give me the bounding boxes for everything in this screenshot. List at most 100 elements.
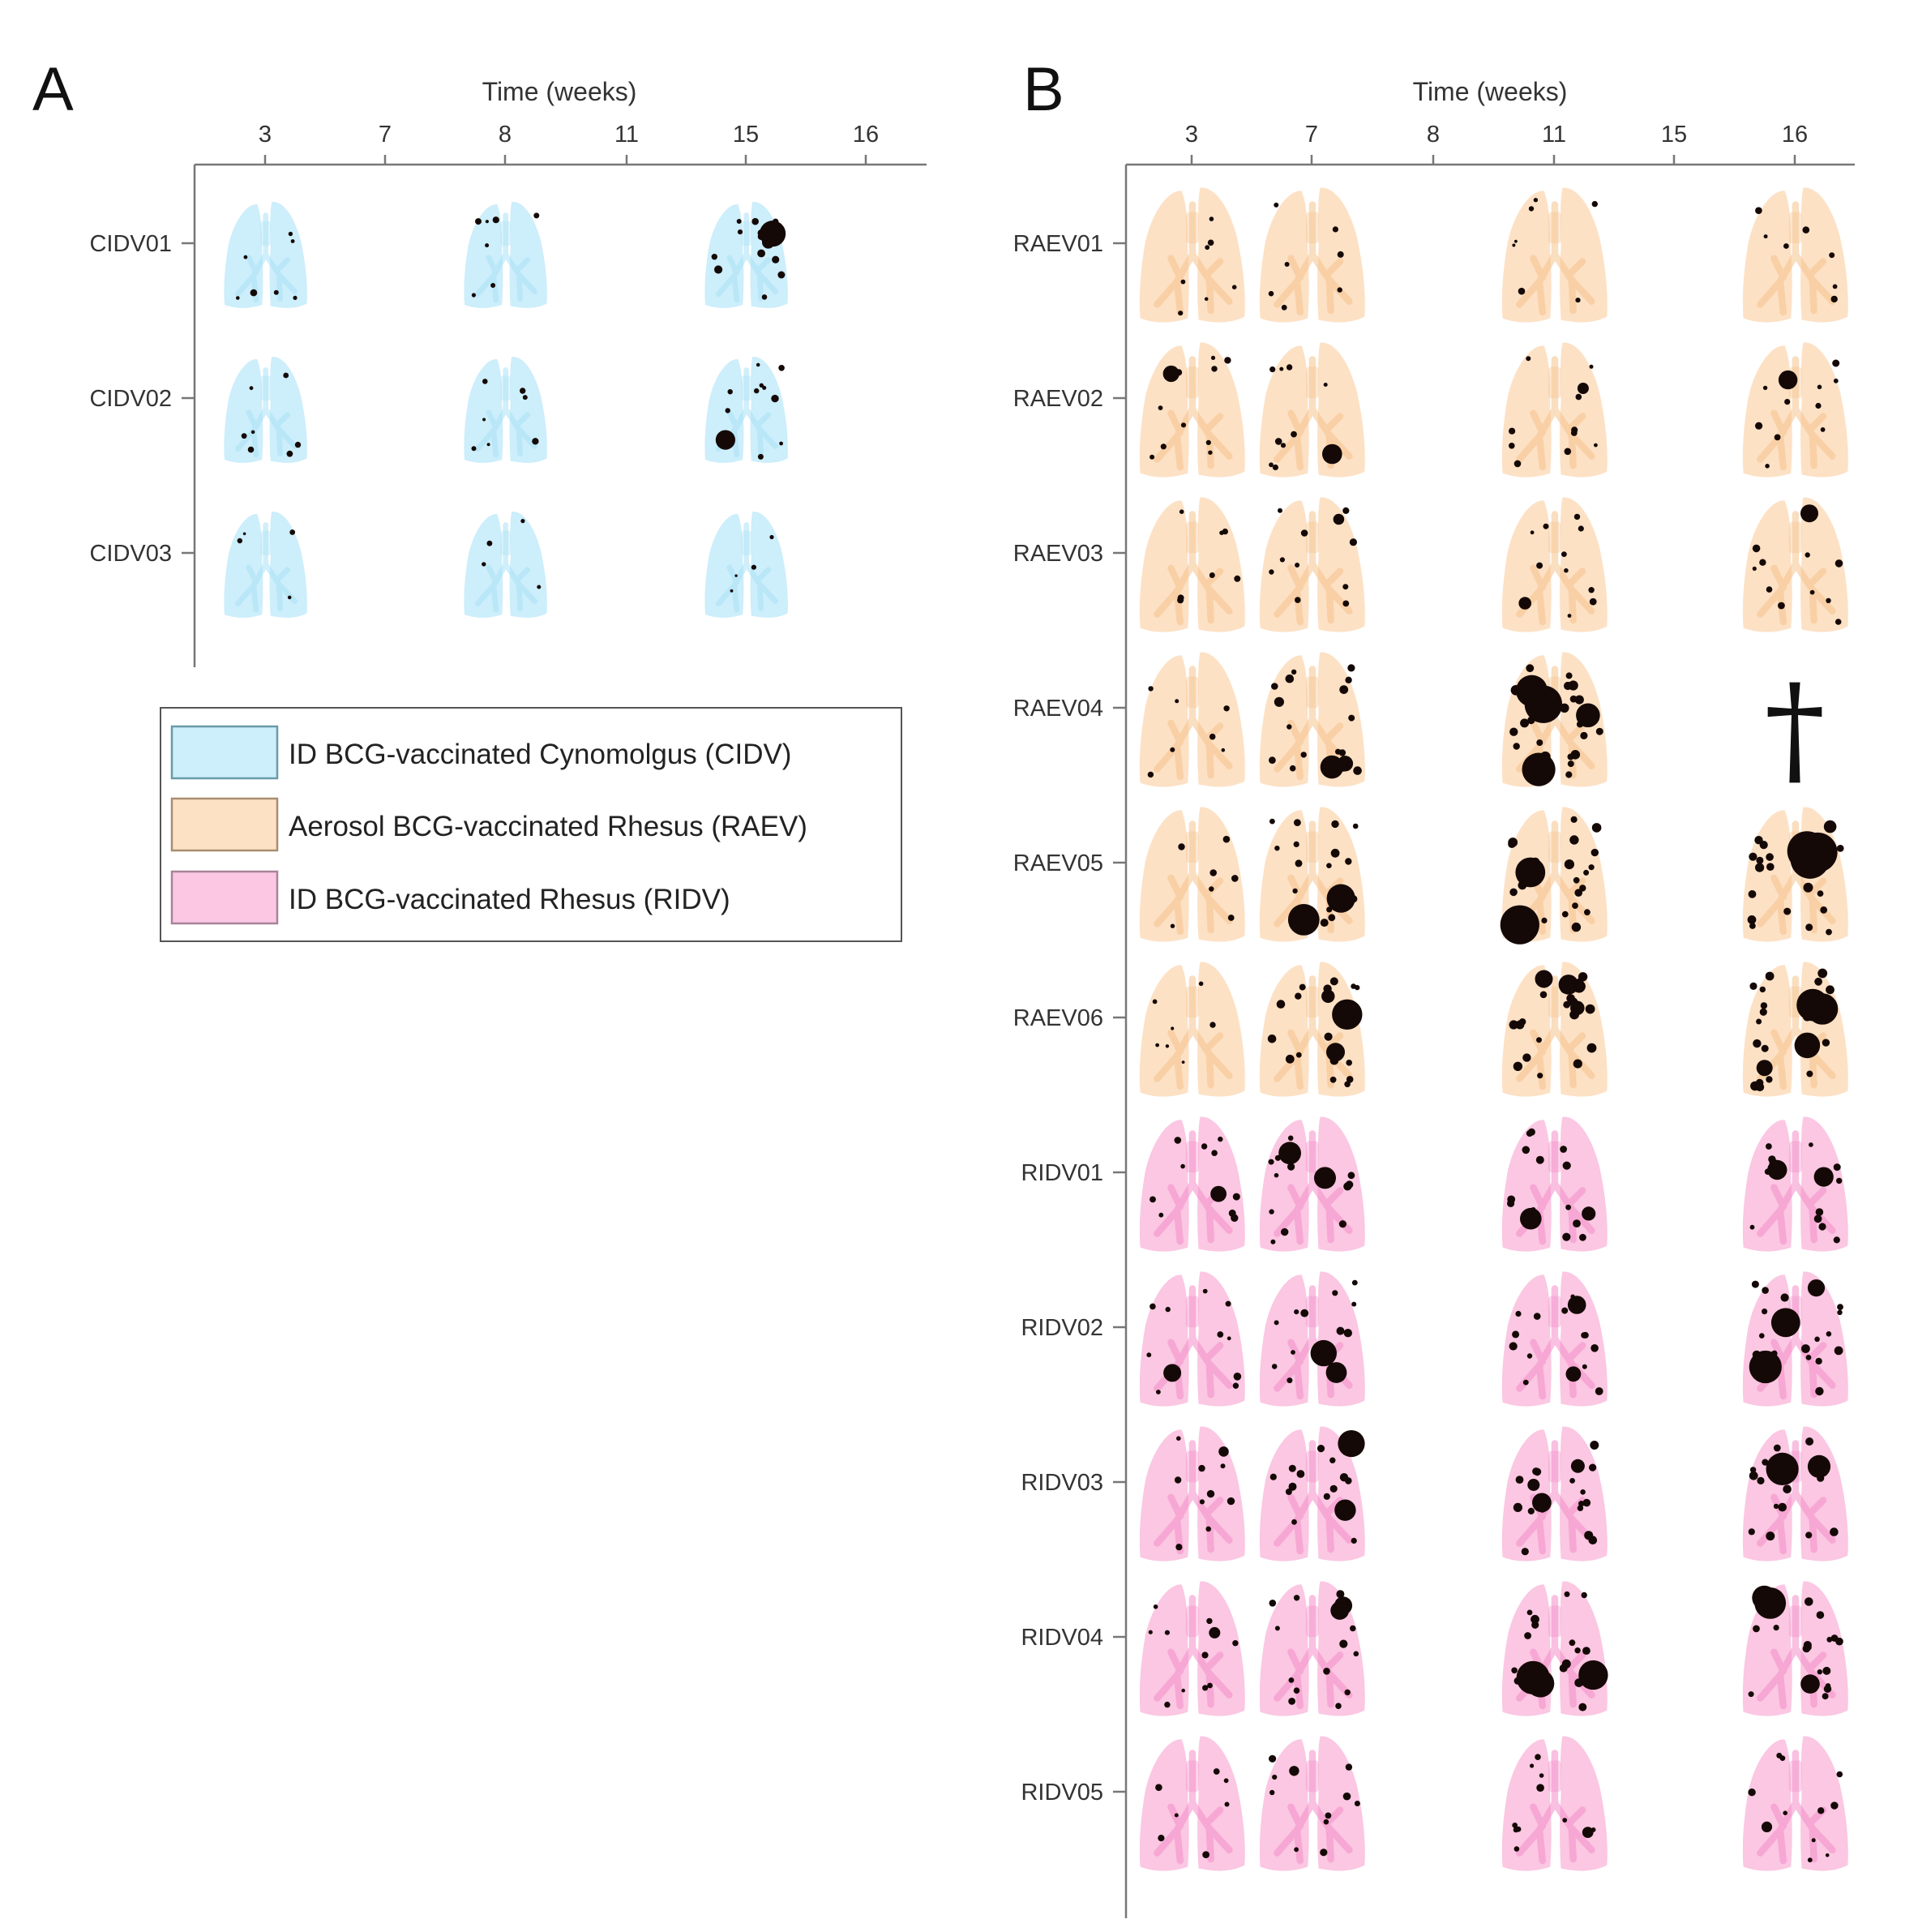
lesion xyxy=(1278,508,1282,513)
lesion-large xyxy=(760,221,786,247)
lesion xyxy=(1806,1070,1813,1077)
lesion xyxy=(1345,1763,1353,1771)
lesion xyxy=(1582,1647,1590,1655)
lesion xyxy=(1285,1489,1292,1495)
lesion xyxy=(1346,1076,1354,1083)
lesion xyxy=(1578,1703,1587,1711)
lesion xyxy=(1531,1614,1539,1624)
lesion xyxy=(1815,1357,1822,1365)
lesion xyxy=(1227,915,1235,921)
lesion xyxy=(1268,290,1274,297)
lesion xyxy=(1817,968,1828,979)
row-label-raev03: RAEV03 xyxy=(1013,541,1103,567)
lesion xyxy=(1590,1441,1599,1450)
lesion xyxy=(1337,251,1344,258)
legend-label-cidv: ID BCG-vaccinated Cynomolgus (CIDV) xyxy=(289,739,791,770)
lung-outline xyxy=(1502,1117,1608,1252)
lesion xyxy=(1342,507,1350,515)
lesion-large xyxy=(1518,597,1531,610)
lesion xyxy=(1778,602,1785,610)
lung-outline xyxy=(1502,343,1608,478)
panel-b-x-tick-label-7: 7 xyxy=(1305,122,1318,148)
lesion xyxy=(1514,239,1518,243)
lesion xyxy=(1836,845,1844,852)
lesion xyxy=(1208,450,1213,455)
lesion-large xyxy=(1535,970,1553,988)
lesion xyxy=(250,289,258,297)
lesion xyxy=(1300,529,1308,537)
lesion xyxy=(1344,1689,1351,1696)
lesion xyxy=(1565,1204,1571,1210)
lesion-large xyxy=(1532,1493,1552,1513)
lesion xyxy=(1324,1032,1333,1041)
lung-outline xyxy=(224,202,306,308)
lesion xyxy=(1561,551,1567,557)
lesion xyxy=(1205,1526,1211,1532)
lesion xyxy=(1515,1020,1525,1030)
lesion xyxy=(1174,1476,1182,1484)
lesion-large xyxy=(1334,1499,1356,1521)
lung-outline xyxy=(224,512,306,618)
lesion xyxy=(1763,234,1768,239)
lesion xyxy=(1198,981,1204,987)
panel-a-x-tick-label-3: 3 xyxy=(259,122,272,148)
lesion xyxy=(1343,1329,1353,1338)
lesion xyxy=(1805,1355,1812,1360)
lesion xyxy=(1270,1239,1276,1244)
lesion xyxy=(1536,1037,1542,1043)
lesion xyxy=(1509,1020,1518,1030)
lesion xyxy=(1513,460,1522,468)
lesion xyxy=(1513,1061,1523,1072)
lesion xyxy=(1148,1630,1153,1634)
lesion-large xyxy=(1526,1669,1555,1698)
lesion xyxy=(1233,1373,1242,1381)
lung-scan-ridv05-week-3 xyxy=(1140,1737,1245,1871)
lung-outline xyxy=(1502,962,1608,1097)
lesion-large xyxy=(1527,1479,1540,1491)
row-label-raev02: RAEV02 xyxy=(1013,386,1103,412)
lesion xyxy=(1156,1390,1161,1394)
lesion xyxy=(1560,703,1569,713)
panel-b-x-ticks: 3 7 8 11 15 16 xyxy=(1185,122,1808,165)
lesion xyxy=(1759,1008,1767,1016)
lesion xyxy=(1291,431,1297,438)
lesion-large xyxy=(1807,1454,1831,1478)
lesion-large xyxy=(1287,904,1320,936)
panel-a-letter: A xyxy=(32,55,74,124)
lesion xyxy=(1569,1639,1576,1647)
lesion xyxy=(1822,1039,1830,1047)
lesion xyxy=(1751,1280,1759,1288)
lesion xyxy=(1218,1136,1223,1142)
lung-scan-raev04-week-7 xyxy=(1260,653,1365,787)
panel-b-lung-cells: † xyxy=(1140,188,1848,1871)
lesion xyxy=(1826,1331,1832,1337)
lesion xyxy=(1543,523,1549,529)
lesion xyxy=(1274,202,1279,208)
lesion xyxy=(1294,1309,1299,1315)
lesion xyxy=(1337,287,1342,293)
lesion xyxy=(1560,1146,1567,1153)
lesion xyxy=(1518,287,1526,295)
lesion xyxy=(1232,1193,1240,1201)
lesion xyxy=(1521,1548,1529,1556)
lesion-large xyxy=(1218,1446,1229,1457)
lesion xyxy=(1224,1801,1230,1807)
lung-scan-cidv03-week-15 xyxy=(704,512,787,618)
lesion xyxy=(1578,1501,1585,1507)
lesion xyxy=(1533,1313,1541,1320)
lesion xyxy=(1285,674,1295,683)
legend-box xyxy=(160,707,902,942)
lesion xyxy=(1165,1044,1170,1048)
lesion xyxy=(1813,1214,1822,1223)
lesion xyxy=(1802,1644,1811,1653)
lesion xyxy=(1817,890,1824,897)
lesion xyxy=(1581,1332,1587,1339)
lesion xyxy=(1526,1353,1533,1359)
lesion xyxy=(1536,739,1543,746)
lesion xyxy=(482,562,486,567)
legend-swatch-raev xyxy=(170,797,279,852)
lesion-large xyxy=(1209,1626,1221,1639)
lesion xyxy=(1527,1507,1535,1514)
lesion xyxy=(1826,985,1835,995)
lesion xyxy=(1583,869,1590,876)
